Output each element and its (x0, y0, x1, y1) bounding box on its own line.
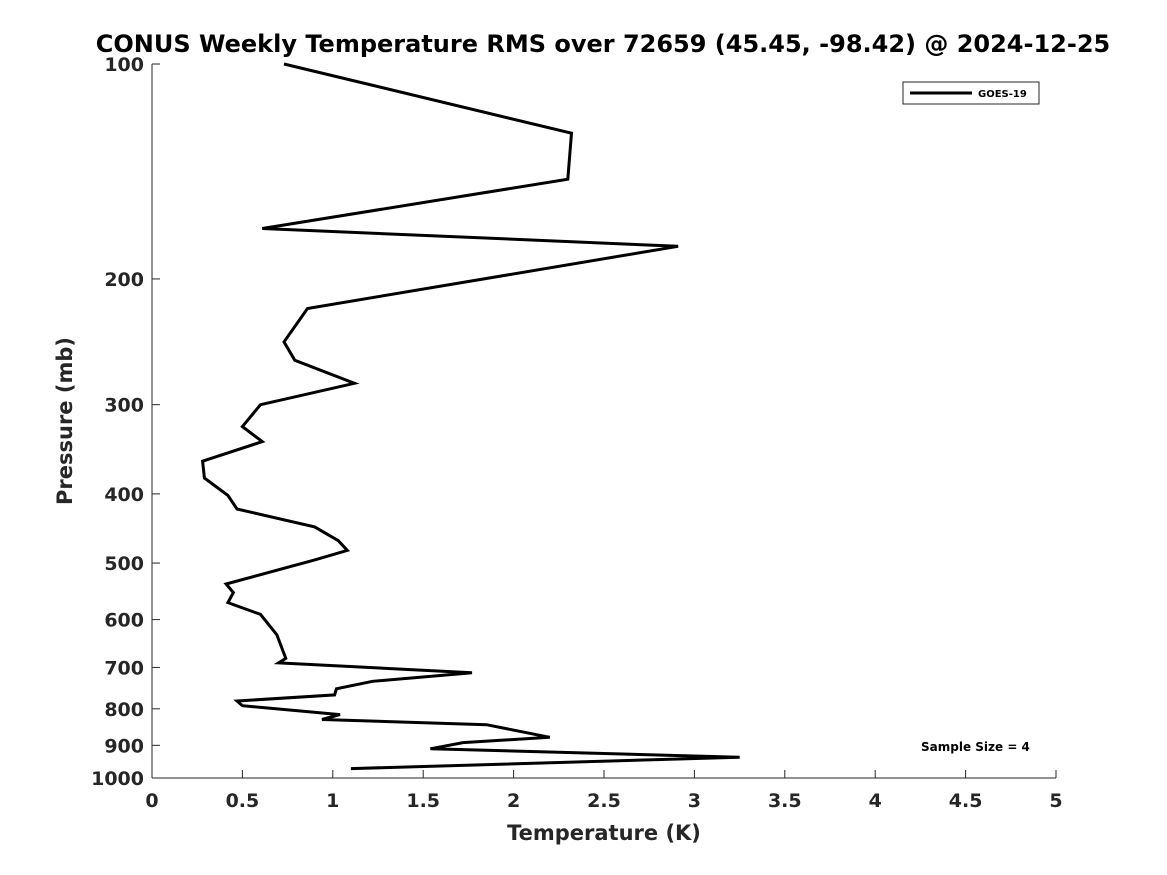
y-axis-label: Pressure (mb) (53, 337, 77, 505)
x-tick-label: 1.5 (406, 790, 440, 812)
x-tick-label: 2 (507, 790, 520, 812)
y-tick-label: 200 (104, 269, 144, 291)
sample-size-annotation: Sample Size = 4 (921, 740, 1030, 754)
y-tick-label: 300 (104, 395, 144, 417)
y-tick-label: 600 (104, 610, 144, 632)
y-tick-label: 700 (104, 657, 144, 679)
x-tick-label: 5 (1049, 790, 1062, 812)
chart-title: CONUS Weekly Temperature RMS over 72659 … (96, 30, 1110, 58)
x-tick-label: 4.5 (949, 790, 983, 812)
y-axis: 100 200 300 400 500 600 700 800 900 1000 (91, 54, 160, 790)
y-tick-label: 100 (104, 54, 144, 76)
y-tick-label: 900 (104, 735, 144, 757)
x-tick-label: 1 (326, 790, 339, 812)
y-tick-label: 400 (104, 484, 144, 506)
legend: GOES-19 (902, 81, 1040, 105)
y-tick-label: 1000 (91, 768, 144, 790)
x-tick-label: 0.5 (226, 790, 260, 812)
x-axis-label: Temperature (K) (507, 821, 701, 845)
series-layer (200, 62, 740, 771)
x-axis: 0 0.5 1 1.5 2 2.5 3 3.5 4 4.5 5 (145, 770, 1063, 812)
y-tick-label: 500 (104, 553, 144, 575)
x-tick-label: 3 (688, 790, 701, 812)
x-tick-label: 3.5 (768, 790, 802, 812)
x-tick-label: 2.5 (587, 790, 621, 812)
x-tick-label: 4 (869, 790, 882, 812)
y-tick-label: 800 (104, 699, 144, 721)
series-line-goes-19 (200, 62, 740, 771)
legend-label-goes-19: GOES-19 (978, 89, 1027, 100)
x-tick-label: 0 (145, 790, 158, 812)
